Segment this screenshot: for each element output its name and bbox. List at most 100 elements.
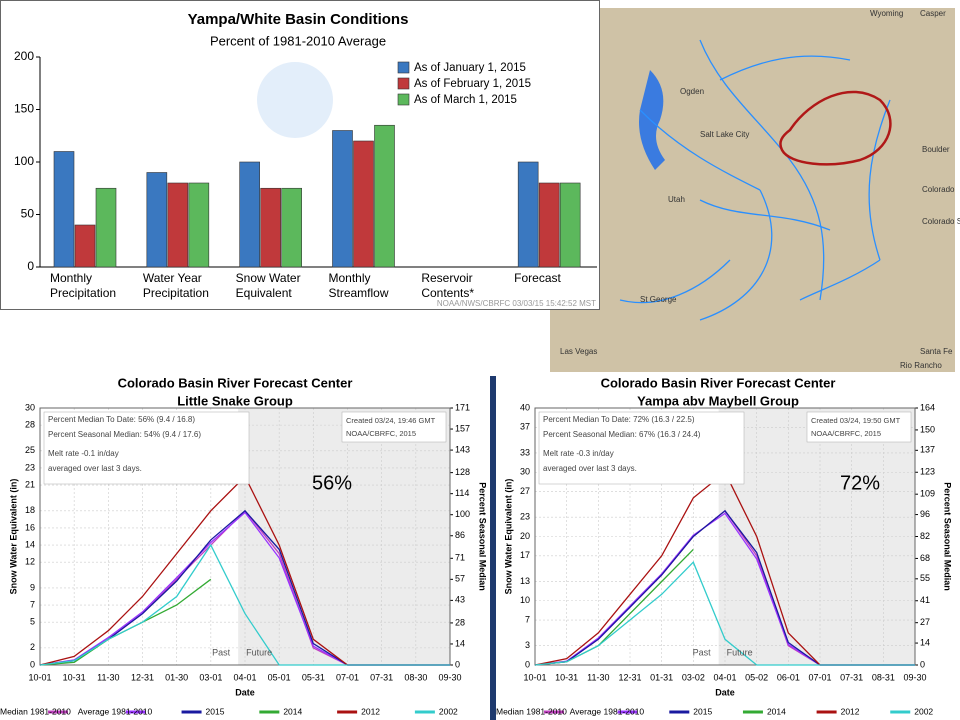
chart-title: Yampa/White Basin Conditions bbox=[188, 11, 409, 28]
y-tick-label: 23 bbox=[25, 462, 35, 472]
map-label: Las Vegas bbox=[560, 347, 597, 356]
map-terrain bbox=[550, 8, 955, 372]
y2-tick-label: 14 bbox=[455, 638, 465, 648]
bar bbox=[146, 172, 168, 268]
bar bbox=[517, 161, 539, 268]
x-tick-label: 07-31 bbox=[840, 672, 863, 682]
y-tick-label: 5 bbox=[30, 617, 35, 627]
y2-tick-label: 164 bbox=[920, 402, 935, 412]
legend-label: 2015 bbox=[206, 706, 225, 716]
bar bbox=[353, 140, 374, 268]
y2-tick-label: 157 bbox=[455, 423, 470, 433]
bar bbox=[559, 182, 581, 268]
y2-tick-label: 57 bbox=[455, 574, 465, 584]
x-tick-label: 10-01 bbox=[523, 672, 546, 682]
y-axis-label: Snow Water Equivalent (in) bbox=[503, 479, 513, 595]
y2-tick-label: 100 bbox=[455, 509, 470, 519]
y-tick-label: 25 bbox=[25, 445, 35, 455]
basin-outline bbox=[779, 90, 892, 166]
x-tick-label: 10-31 bbox=[63, 672, 86, 682]
x-tick-label: 07-01 bbox=[336, 672, 359, 682]
y2-tick-label: 68 bbox=[920, 553, 930, 563]
x-tick-label: 03-01 bbox=[199, 672, 222, 682]
x-tick-label: 01-30 bbox=[165, 672, 188, 682]
x-tick-label: 04-01 bbox=[713, 672, 736, 682]
noaa-logo bbox=[257, 62, 333, 138]
legend-label: 2002 bbox=[914, 706, 933, 716]
x-tick-label: Reservoir Contents* bbox=[421, 271, 475, 300]
series-line bbox=[534, 561, 915, 666]
created-text: Created 03/24, 19:50 GMT bbox=[811, 416, 901, 425]
x-tick-label: 10-01 bbox=[28, 672, 51, 682]
y-tick-label: 9 bbox=[30, 582, 35, 592]
y-tick-label: 12 bbox=[25, 557, 35, 567]
bar bbox=[239, 161, 260, 268]
y2-tick-label: 86 bbox=[455, 530, 465, 540]
y-tick-label: 7 bbox=[525, 614, 530, 624]
info-text: Melt rate -0.3 in/day bbox=[543, 449, 614, 458]
map-label: Utah bbox=[668, 195, 685, 204]
x-tick-label: Monthly Precipitation bbox=[50, 271, 117, 300]
y2-tick-label: 109 bbox=[920, 489, 935, 499]
x-tick-label: 01-31 bbox=[650, 672, 673, 682]
x-tick-label: 09-30 bbox=[438, 672, 461, 682]
y-tick-label: 27 bbox=[520, 486, 530, 496]
y2-tick-label: 71 bbox=[455, 553, 465, 563]
bar bbox=[332, 130, 353, 268]
legend-label: Median 1981-2010 bbox=[496, 706, 567, 716]
created-box bbox=[806, 411, 912, 443]
x-tick-label: 07-01 bbox=[808, 672, 831, 682]
y-tick-label: 40 bbox=[520, 402, 530, 412]
y2-tick-label: 114 bbox=[455, 488, 469, 498]
legend-label: As of February 1, 2015 bbox=[414, 78, 531, 90]
y-tick-label: 200 bbox=[14, 49, 34, 63]
past-label: Past bbox=[212, 647, 231, 657]
legend-label: Average 1981-2010 bbox=[78, 706, 153, 716]
series-line bbox=[39, 543, 450, 666]
map-label: Rio Rancho bbox=[900, 361, 942, 370]
footnote: NOAA/NWS/CBRFC 03/03/15 15:42:52 MST bbox=[437, 299, 596, 308]
lake bbox=[639, 70, 665, 170]
x-tick-label: 12-31 bbox=[618, 672, 641, 682]
y2-tick-label: 27 bbox=[920, 617, 930, 627]
x-tick-label: Water Year Precipitation bbox=[142, 271, 209, 300]
info-text: Percent Median To Date: 56% (9.4 / 16.8) bbox=[48, 415, 195, 424]
info-box bbox=[538, 411, 745, 485]
future-label: Future bbox=[727, 647, 753, 657]
map-label: Salt Lake City bbox=[700, 130, 749, 139]
bar bbox=[188, 182, 210, 268]
y-tick-label: 23 bbox=[520, 512, 530, 522]
plot-frame bbox=[534, 407, 916, 666]
legend-swatch bbox=[397, 61, 410, 74]
y2-tick-label: 96 bbox=[920, 509, 930, 519]
y2-tick-label: 150 bbox=[920, 424, 935, 434]
created-box bbox=[341, 411, 447, 443]
bar bbox=[281, 187, 302, 268]
bar bbox=[95, 187, 117, 268]
bar bbox=[260, 187, 281, 268]
map-label: Wyoming bbox=[870, 9, 903, 18]
legend-box bbox=[390, 58, 540, 108]
map bbox=[550, 8, 955, 372]
x-tick-label: 10-31 bbox=[555, 672, 578, 682]
x-tick-label: Monthly Streamflow bbox=[328, 271, 389, 300]
y2-tick-label: 14 bbox=[920, 637, 930, 647]
y2-tick-label: 41 bbox=[920, 595, 930, 605]
legend-label: 2012 bbox=[361, 706, 380, 716]
divider bbox=[490, 376, 496, 720]
y2-tick-label: 123 bbox=[920, 467, 935, 477]
bar bbox=[74, 224, 96, 268]
legend-label: 2014 bbox=[283, 706, 302, 716]
x-tick-label: 12-31 bbox=[131, 672, 154, 682]
map-label: Colorado Springs bbox=[922, 217, 960, 226]
y2-axis-label: Percent Seasonal Median bbox=[478, 482, 488, 591]
chart-subtitle: Percent of 1981-2010 Average bbox=[210, 33, 386, 48]
x-tick-label: 09-30 bbox=[903, 672, 926, 682]
y2-axis-label: Percent Seasonal Median bbox=[943, 482, 953, 591]
legend-swatch bbox=[397, 93, 410, 106]
legend-swatch bbox=[397, 77, 410, 90]
future-shade bbox=[238, 408, 450, 665]
bar bbox=[374, 124, 395, 268]
